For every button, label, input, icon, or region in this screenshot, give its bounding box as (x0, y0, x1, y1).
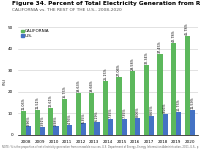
Text: 7.35%: 7.35% (109, 108, 113, 118)
Bar (53, 126, 59, 135)
Text: 19.63%: 19.63% (76, 79, 80, 92)
Text: 7.35%: 7.35% (122, 108, 126, 118)
Bar (163, 114, 168, 135)
Bar (40, 127, 45, 135)
Bar (67, 125, 72, 135)
Text: 11.05%: 11.05% (22, 98, 26, 110)
Text: 3.98%: 3.98% (54, 115, 58, 126)
Y-axis label: (%): (%) (2, 77, 6, 85)
Text: 29.58%: 29.58% (131, 57, 135, 70)
Text: 4.76%: 4.76% (68, 113, 72, 124)
Bar (94, 122, 100, 135)
Text: 32.34%: 32.34% (144, 52, 148, 64)
Bar (62, 99, 67, 135)
Text: NOTE: % is the proportion of net electricity generation from renewable sources. : NOTE: % is the proportion of net electri… (2, 145, 200, 149)
Text: 16.75%: 16.75% (62, 85, 66, 98)
Text: 12.61%: 12.61% (49, 94, 53, 107)
Bar (171, 43, 176, 135)
Bar (130, 71, 135, 135)
Text: 9.56%: 9.56% (163, 103, 167, 114)
Bar (76, 93, 81, 135)
Bar (190, 110, 195, 135)
Text: 37.45%: 37.45% (158, 40, 162, 53)
Bar (48, 108, 53, 135)
Text: 27.06%: 27.06% (117, 63, 121, 76)
Bar (89, 93, 94, 135)
Bar (157, 54, 163, 135)
Text: Figure 34. Percent of Total Electricity Generation from Renewable Sources: Figure 34. Percent of Total Electricity … (12, 1, 200, 6)
Text: 8.06%: 8.06% (136, 106, 140, 117)
Bar (35, 110, 40, 135)
Text: 25.15%: 25.15% (103, 67, 107, 80)
Text: 45.78%: 45.78% (185, 22, 189, 35)
Bar (185, 36, 190, 135)
Text: 11.59%: 11.59% (190, 96, 194, 109)
Bar (116, 76, 122, 135)
Text: 10.75%: 10.75% (177, 98, 181, 111)
Text: 11.51%: 11.51% (35, 96, 39, 109)
Text: 5.35%: 5.35% (81, 112, 85, 123)
Legend: CALIFORNIA, U.S.: CALIFORNIA, U.S. (20, 29, 50, 39)
Bar (103, 81, 108, 135)
Bar (26, 126, 31, 135)
Bar (122, 119, 127, 135)
Text: 3.91%: 3.91% (40, 115, 44, 126)
Text: 3.96%: 3.96% (27, 115, 31, 126)
Text: 8.65%: 8.65% (150, 105, 154, 116)
Bar (21, 111, 26, 135)
Text: 42.78%: 42.78% (172, 29, 176, 42)
Text: CALIFORNIA vs. THE REST OF THE U.S., 2008-2020: CALIFORNIA vs. THE REST OF THE U.S., 200… (12, 8, 122, 12)
Bar (108, 119, 113, 135)
Bar (149, 116, 154, 135)
Bar (176, 112, 181, 135)
Text: 19.66%: 19.66% (90, 79, 94, 92)
Bar (81, 123, 86, 135)
Bar (144, 65, 149, 135)
Bar (135, 118, 140, 135)
Text: 6.19%: 6.19% (95, 110, 99, 121)
